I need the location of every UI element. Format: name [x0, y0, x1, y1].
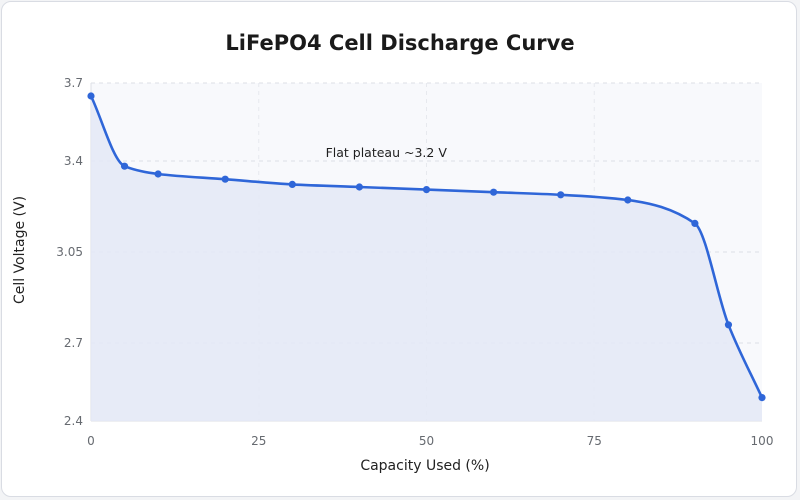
data-point: [154, 170, 162, 178]
data-point: [120, 162, 129, 170]
x-tick-label: 0: [87, 434, 95, 448]
x-axis-label: Capacity Used (%): [360, 458, 489, 474]
x-tick-label: 25: [251, 434, 266, 448]
annotations: Flat plateau ~3.2 V: [326, 145, 448, 160]
y-axis-label: Cell Voltage (V): [12, 196, 28, 304]
data-point: [624, 196, 632, 204]
chart-title: LiFePO4 Cell Discharge Curve: [225, 31, 574, 55]
data-point: [758, 394, 766, 402]
data-point: [422, 186, 431, 194]
x-axis-ticks: 0 25 50 75 100: [87, 434, 773, 448]
y-axis-ticks: 2.4 2.7 3.05 3.4 3.7: [56, 76, 83, 428]
data-point: [490, 188, 498, 196]
y-tick-label: 3.7: [64, 76, 83, 90]
data-point: [221, 175, 229, 183]
data-point: [355, 183, 363, 191]
plateau-annotation: Flat plateau ~3.2 V: [326, 145, 448, 160]
y-tick-label: 2.4: [64, 414, 83, 428]
x-tick-label: 100: [751, 434, 774, 448]
y-tick-label: 3.05: [56, 245, 83, 259]
area-fill: [91, 96, 762, 421]
data-point: [288, 180, 296, 188]
x-tick-label: 75: [587, 434, 602, 448]
y-tick-label: 3.4: [64, 154, 83, 168]
x-tick-label: 50: [419, 434, 434, 448]
data-point: [557, 191, 565, 199]
plot-area: Flat plateau ~3.2 V: [87, 82, 766, 422]
data-points: [87, 92, 766, 402]
data-point: [691, 219, 699, 227]
data-point: [87, 92, 95, 100]
data-point: [724, 321, 733, 329]
y-tick-label: 2.7: [64, 336, 83, 350]
